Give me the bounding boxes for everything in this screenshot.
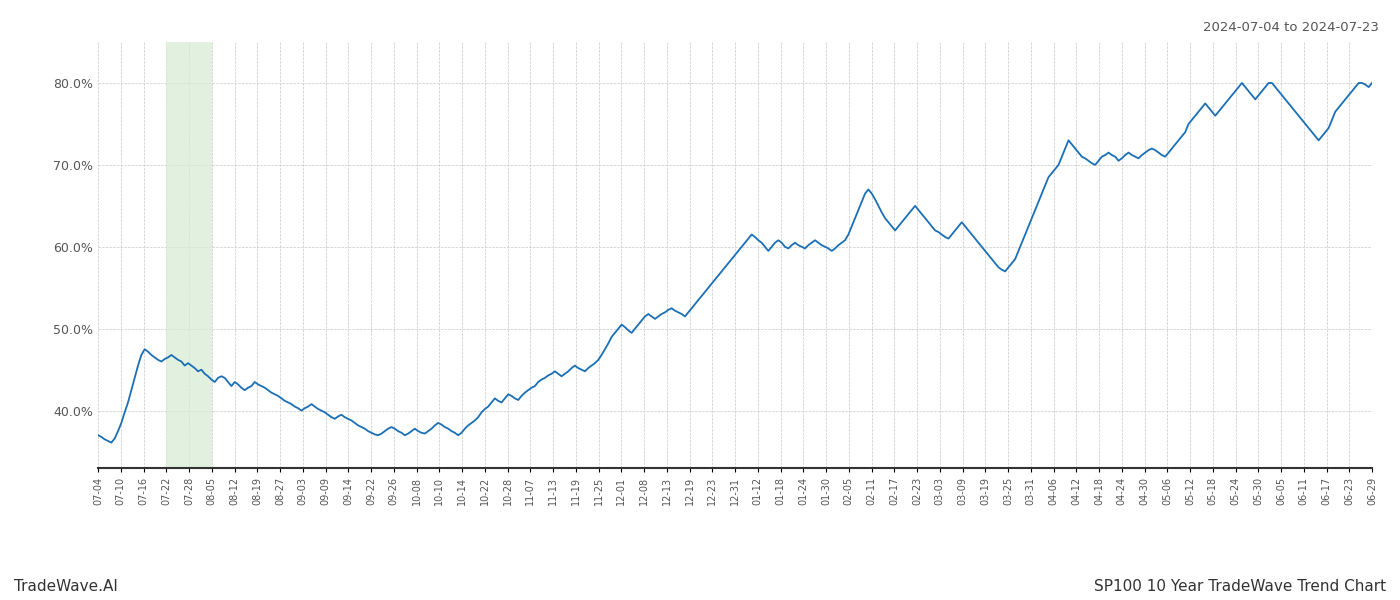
Text: TradeWave.AI: TradeWave.AI xyxy=(14,579,118,594)
Bar xyxy=(167,42,211,468)
Text: 2024-07-04 to 2024-07-23: 2024-07-04 to 2024-07-23 xyxy=(1203,21,1379,34)
Text: SP100 10 Year TradeWave Trend Chart: SP100 10 Year TradeWave Trend Chart xyxy=(1093,579,1386,594)
